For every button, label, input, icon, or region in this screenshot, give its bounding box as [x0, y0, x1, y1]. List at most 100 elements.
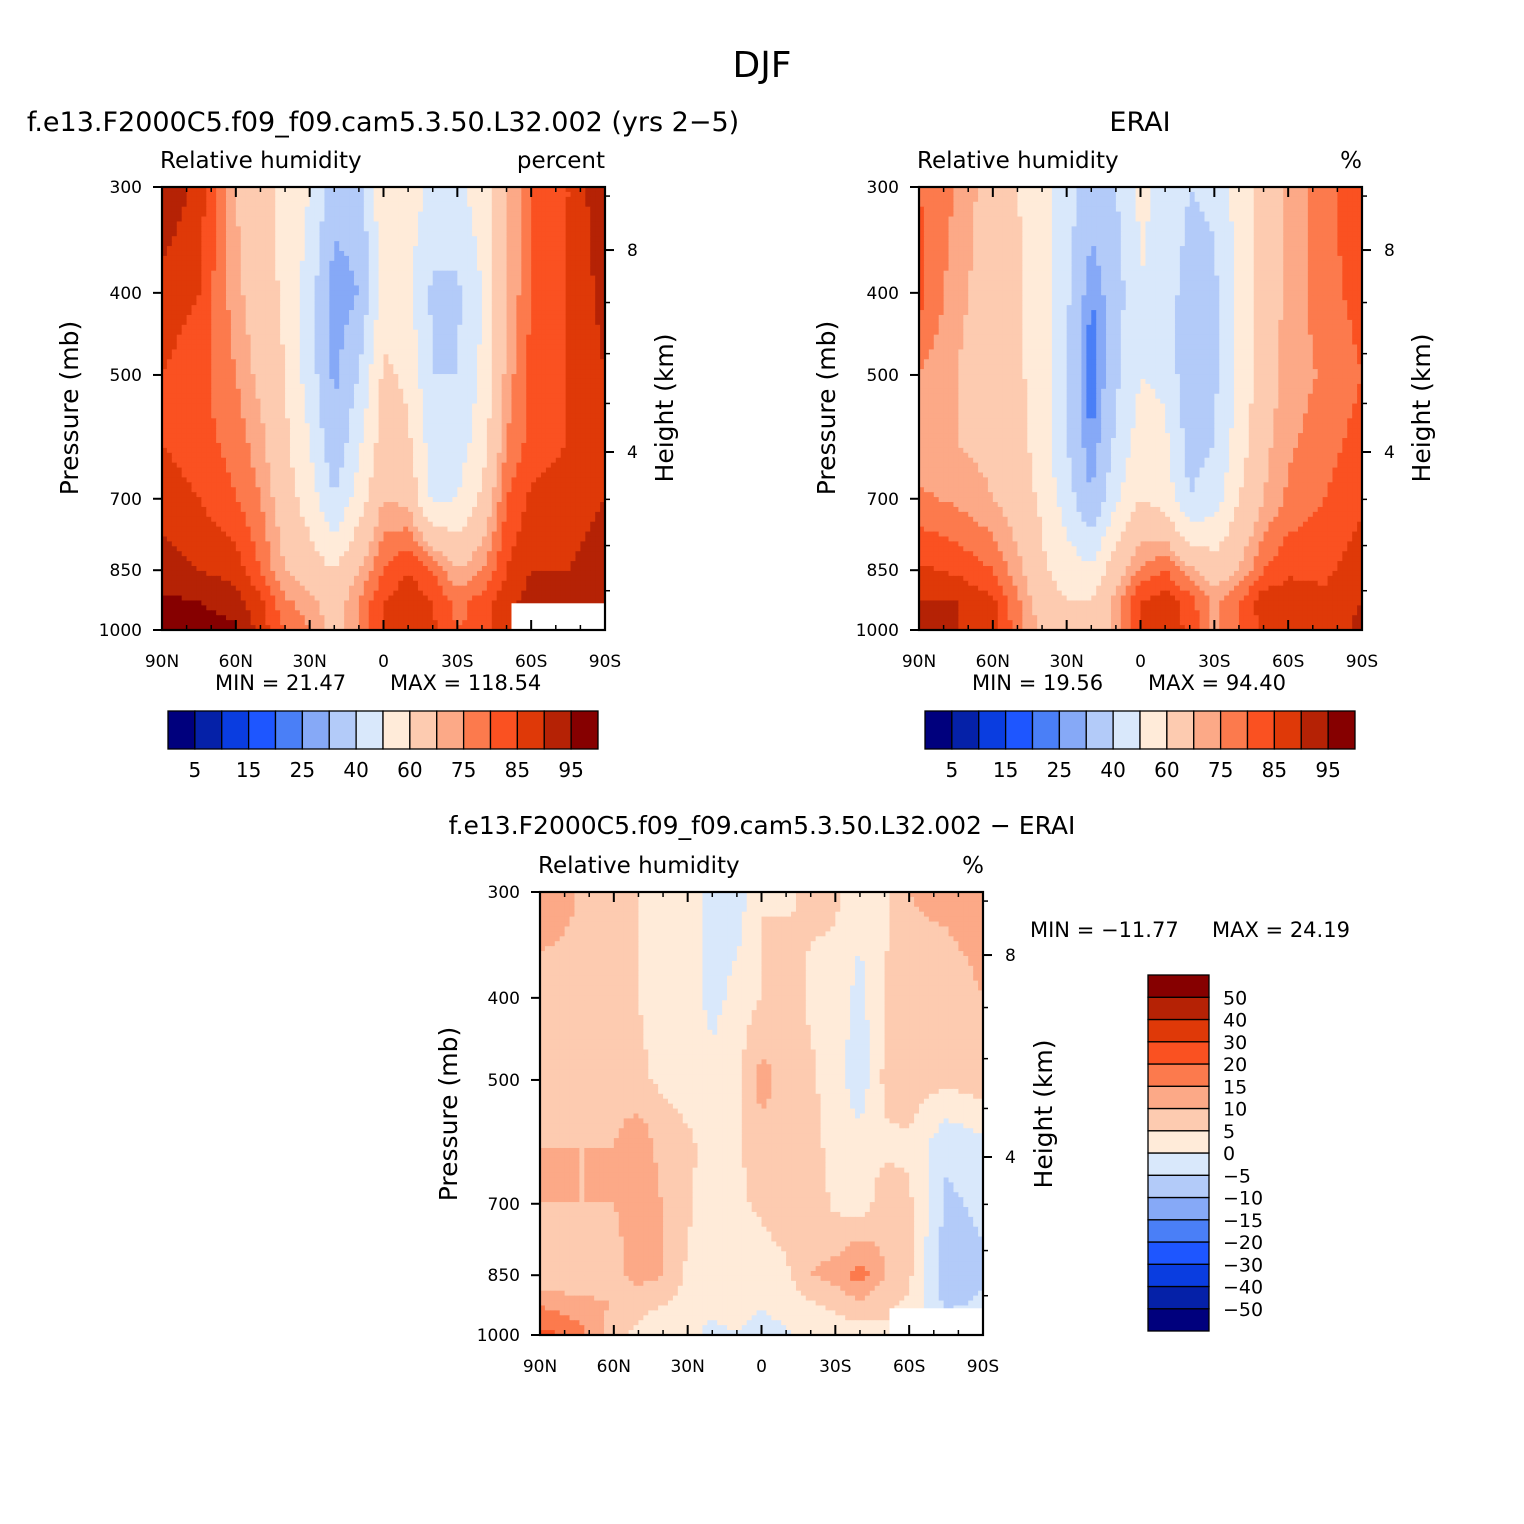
- contour-cell: [196, 433, 202, 439]
- contour-cell: [511, 359, 517, 365]
- contour-cell: [492, 428, 498, 434]
- contour-cell: [536, 335, 542, 341]
- contour-cell: [443, 325, 449, 331]
- contour-cell: [236, 295, 242, 301]
- contour-cell: [447, 409, 453, 415]
- contour-cell: [585, 413, 591, 419]
- contour-cell: [275, 246, 281, 252]
- contour-cell: [452, 404, 458, 410]
- contour-cell: [206, 276, 212, 282]
- contour-cell: [256, 246, 262, 252]
- contour-cell: [571, 330, 577, 336]
- contour-cell: [511, 231, 517, 237]
- contour-cell: [482, 423, 488, 429]
- contour-cell: [477, 202, 483, 208]
- contour-cell: [329, 217, 335, 223]
- contour-cell: [590, 276, 596, 282]
- contour-cell: [595, 256, 601, 262]
- contour-cell: [438, 369, 444, 375]
- contour-cell: [320, 423, 326, 429]
- contour-cell: [487, 276, 493, 282]
- contour-cell: [585, 345, 591, 351]
- contour-cell: [187, 359, 193, 365]
- contour-cell: [192, 389, 198, 395]
- contour-cell: [315, 418, 321, 424]
- contour-cell: [182, 271, 188, 277]
- contour-cell: [300, 217, 306, 223]
- contour-cell: [447, 404, 453, 410]
- contour-cell: [492, 320, 498, 326]
- contour-cell: [482, 448, 488, 454]
- contour-cell: [497, 340, 503, 346]
- contour-cell: [433, 418, 439, 424]
- contour-cell: [192, 241, 198, 247]
- contour-cell: [497, 246, 503, 252]
- contour-cell: [285, 374, 291, 380]
- contour-cell: [571, 438, 577, 444]
- contour-cell: [246, 369, 252, 375]
- contour-cell: [221, 197, 227, 203]
- contour-cell: [384, 369, 390, 375]
- contour-cell: [256, 354, 262, 360]
- contour-cell: [290, 359, 296, 365]
- contour-cell: [216, 443, 222, 449]
- contour-cell: [320, 295, 326, 301]
- contour-cell: [275, 261, 281, 267]
- contour-cell: [541, 261, 547, 267]
- contour-cell: [324, 433, 330, 439]
- contour-cell: [285, 364, 291, 370]
- contour-cell: [575, 345, 581, 351]
- contour-cell: [393, 389, 399, 395]
- contour-cell: [467, 231, 473, 237]
- contour-cell: [344, 315, 350, 321]
- contour-cell: [315, 212, 321, 218]
- contour-cell: [310, 261, 316, 267]
- contour-cell: [315, 231, 321, 237]
- contour-cell: [211, 295, 217, 301]
- contour-cell: [536, 295, 542, 301]
- contour-cell: [551, 409, 557, 415]
- contour-cell: [315, 192, 321, 198]
- contour-cell: [467, 404, 473, 410]
- contour-cell: [280, 443, 286, 449]
- contour-cell: [462, 271, 468, 277]
- contour-cell: [487, 418, 493, 424]
- contour-cell: [571, 315, 577, 321]
- contour-cell: [295, 207, 301, 213]
- contour-cell: [374, 276, 380, 282]
- contour-cell: [369, 389, 375, 395]
- contour-cell: [590, 389, 596, 395]
- contour-cell: [447, 340, 453, 346]
- contour-cell: [472, 438, 478, 444]
- contour-cell: [502, 325, 508, 331]
- contour-cell: [256, 448, 262, 454]
- contour-cell: [423, 285, 429, 291]
- contour-cell: [275, 359, 281, 365]
- contour-cell: [310, 271, 316, 277]
- contour-cell: [324, 276, 330, 282]
- contour-cell: [408, 281, 414, 287]
- contour-cell: [492, 221, 498, 227]
- contour-cell: [492, 394, 498, 400]
- contour-cell: [487, 236, 493, 242]
- contour-cell: [580, 428, 586, 434]
- contour-cell: [408, 418, 414, 424]
- contour-cell: [167, 221, 173, 227]
- contour-cell: [295, 241, 301, 247]
- contour-cell: [187, 241, 193, 247]
- contour-cell: [551, 345, 557, 351]
- contour-cell: [546, 409, 552, 415]
- contour-cell: [428, 413, 434, 419]
- contour-cell: [408, 428, 414, 434]
- contour-cell: [575, 349, 581, 355]
- contour-cell: [334, 349, 340, 355]
- contour-cell: [339, 458, 345, 464]
- contour-cell: [477, 251, 483, 257]
- contour-cell: [561, 226, 567, 232]
- contour-cell: [556, 295, 562, 301]
- contour-cell: [344, 345, 350, 351]
- contour-cell: [403, 271, 409, 277]
- contour-cell: [443, 349, 449, 355]
- contour-cell: [172, 433, 178, 439]
- contour-cell: [580, 438, 586, 444]
